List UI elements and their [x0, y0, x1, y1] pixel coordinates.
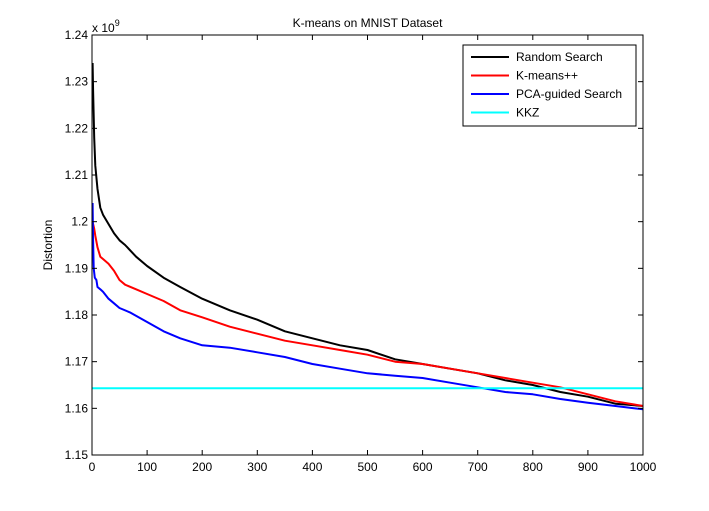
legend: Random Search K-means++ PCA-guided Search K…	[462, 44, 637, 127]
x-tick-label: 500	[357, 460, 377, 474]
legend-label: KKZ	[516, 106, 539, 120]
x-tick-label: 200	[192, 460, 212, 474]
y-tick-label: 1.22	[65, 121, 89, 135]
x-tick-label: 900	[578, 460, 598, 474]
y-tick-label: 1.2	[71, 215, 88, 229]
ticks-layer: 0 100 200 300 400 500 600 700 800 900 1000 1.15 1.16…	[65, 28, 657, 474]
y-tick-label: 1.15	[65, 448, 89, 462]
series-line-2	[91, 202, 644, 411]
x-tick-label: 600	[413, 460, 433, 474]
x-tick-label: 300	[247, 460, 267, 474]
legend-label: K-means++	[516, 69, 578, 83]
legend-label: PCA-guided Search	[516, 87, 622, 101]
y-tick-label: 1.17	[65, 355, 89, 369]
y-tick-label: 1.19	[65, 261, 89, 275]
chart-title: K-means on MNIST Dataset	[293, 16, 444, 30]
y-tick-label: 1.21	[65, 168, 89, 182]
y-axis-multiplier: x 109	[92, 18, 120, 35]
y-axis-multiplier-exponent: 9	[115, 18, 120, 28]
y-axis-multiplier-base: x 10	[92, 21, 115, 35]
x-tick-label: 700	[468, 460, 488, 474]
x-tick-label: 400	[302, 460, 322, 474]
series-layer	[91, 62, 644, 411]
x-tick-label: 100	[137, 460, 157, 474]
y-axis-label: Distortion	[41, 220, 55, 271]
legend-label: Random Search	[516, 50, 603, 64]
series-line-0	[91, 62, 644, 407]
y-tick-label: 1.18	[65, 308, 89, 322]
y-tick-label: 1.16	[65, 401, 89, 415]
y-tick-label: 1.24	[65, 28, 89, 42]
x-tick-label: 1000	[630, 460, 657, 474]
y-tick-label: 1.23	[65, 75, 89, 89]
series-line-1	[91, 221, 644, 407]
x-tick-label: 800	[523, 460, 543, 474]
x-tick-label: 0	[89, 460, 96, 474]
